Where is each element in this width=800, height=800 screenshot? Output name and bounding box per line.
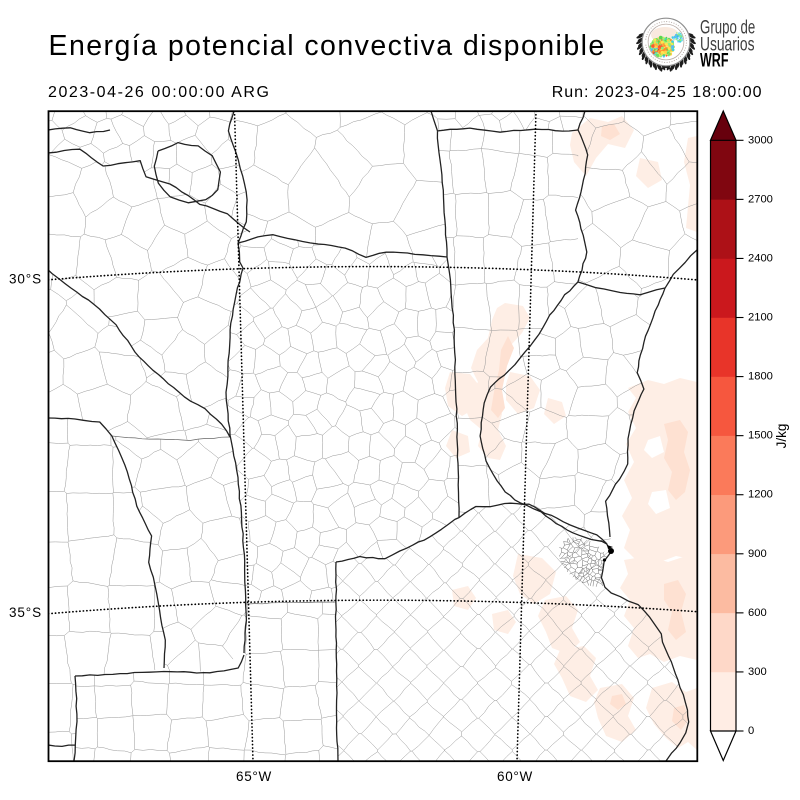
svg-text:900: 900 — [748, 548, 767, 560]
svg-text:65°W: 65°W — [236, 769, 272, 784]
svg-text:2400: 2400 — [748, 252, 773, 264]
svg-text:2100: 2100 — [748, 312, 773, 324]
svg-text:300: 300 — [748, 666, 767, 678]
svg-text:Grupo de: Grupo de — [700, 17, 755, 38]
svg-text:60°W: 60°W — [497, 769, 533, 784]
svg-text:WRF: WRF — [700, 49, 729, 71]
svg-text:Usuarios: Usuarios — [700, 35, 755, 56]
svg-text:1200: 1200 — [748, 489, 773, 501]
svg-text:1800: 1800 — [748, 371, 773, 383]
svg-text:J/kg: J/kg — [774, 424, 789, 449]
svg-text:30°S: 30°S — [9, 271, 42, 286]
svg-text:2700: 2700 — [748, 193, 773, 205]
svg-text:0: 0 — [748, 725, 754, 737]
svg-text:35°S: 35°S — [9, 605, 42, 620]
svg-text:600: 600 — [748, 607, 767, 619]
svg-text:1500: 1500 — [748, 430, 773, 442]
svg-text:3000: 3000 — [748, 134, 773, 146]
